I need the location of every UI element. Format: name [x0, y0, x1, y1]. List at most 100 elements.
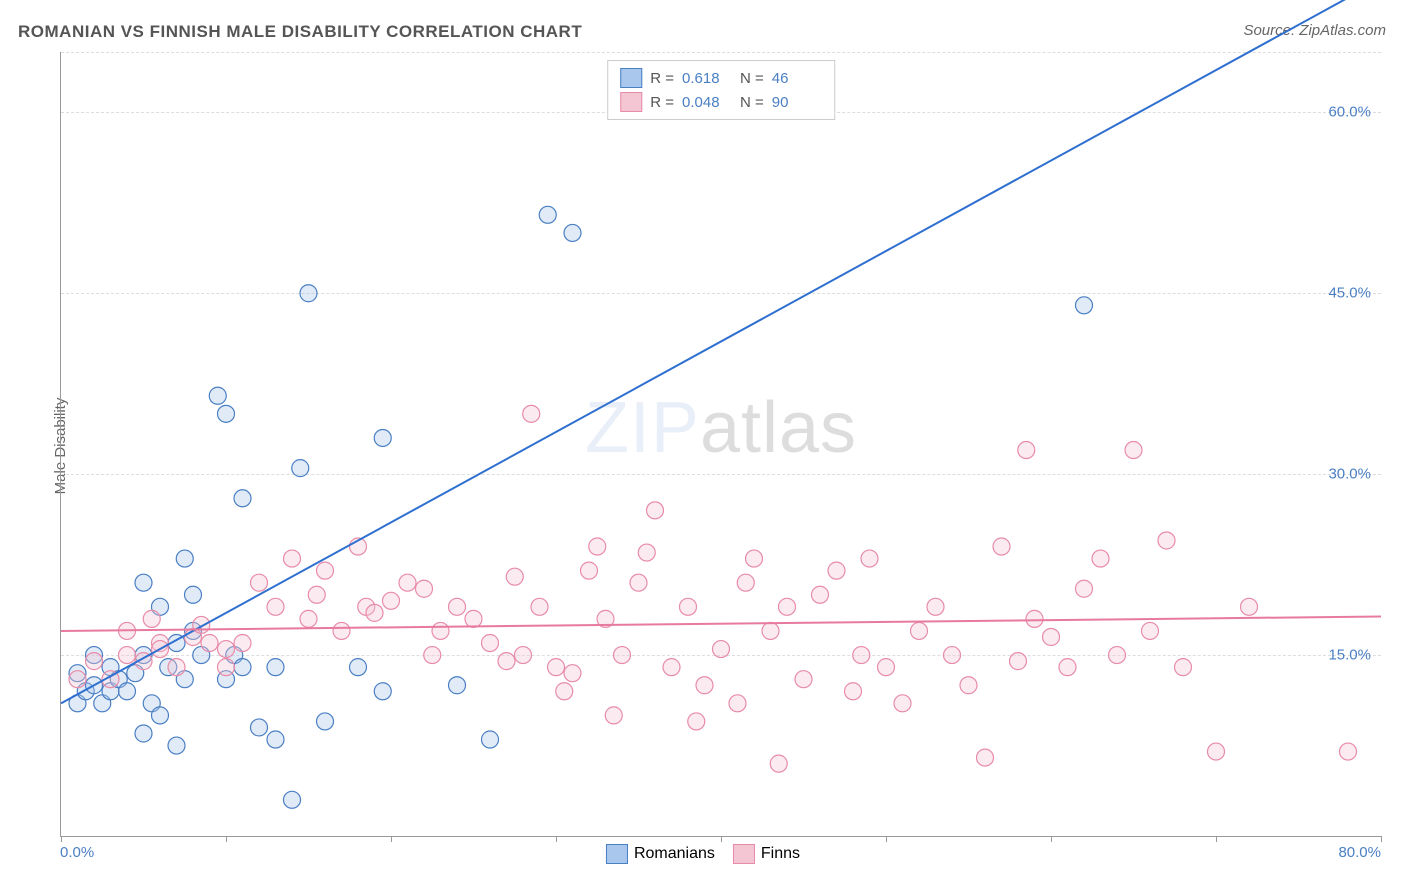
legend-n-label: N = [740, 70, 764, 87]
correlation-legend: R = 0.618 N = 46 R = 0.048 N = 90 [607, 60, 835, 120]
data-point [1076, 297, 1093, 314]
data-point [696, 677, 713, 694]
data-point [135, 574, 152, 591]
x-tick [391, 836, 392, 842]
data-point [300, 610, 317, 627]
data-point [977, 749, 994, 766]
data-point [234, 659, 251, 676]
data-point [465, 610, 482, 627]
data-point [589, 538, 606, 555]
data-point [284, 791, 301, 808]
data-point [746, 550, 763, 567]
data-point [1125, 442, 1142, 459]
chart-container: ROMANIAN VS FINNISH MALE DISABILITY CORR… [0, 0, 1406, 892]
x-tick [721, 836, 722, 842]
data-point [1208, 743, 1225, 760]
data-point [1241, 598, 1258, 615]
legend-n-label: N = [740, 94, 764, 111]
legend-label: Finns [761, 845, 800, 863]
data-point [251, 719, 268, 736]
data-point [193, 616, 210, 633]
chart-title: ROMANIAN VS FINNISH MALE DISABILITY CORR… [18, 22, 582, 42]
data-point [424, 647, 441, 664]
data-point [556, 683, 573, 700]
data-point [944, 647, 961, 664]
data-point [201, 635, 218, 652]
data-point [317, 713, 334, 730]
data-point [1026, 610, 1043, 627]
data-point [927, 598, 944, 615]
data-point [498, 653, 515, 670]
x-tick [886, 836, 887, 842]
data-point [1059, 659, 1076, 676]
legend-item: Romanians [606, 844, 715, 864]
data-point [614, 647, 631, 664]
data-point [762, 622, 779, 639]
data-point [581, 562, 598, 579]
x-tick [1051, 836, 1052, 842]
y-axis-tick-labels: 15.0%30.0%45.0%60.0% [1311, 52, 1371, 837]
x-tick [1381, 836, 1382, 842]
data-point [482, 731, 499, 748]
data-point [993, 538, 1010, 555]
legend-r-value: 0.618 [682, 70, 732, 87]
legend-r-value: 0.048 [682, 94, 732, 111]
data-point [564, 224, 581, 241]
data-point [1018, 442, 1035, 459]
data-point [267, 598, 284, 615]
y-tick-label: 45.0% [1328, 285, 1371, 302]
legend-swatch [733, 844, 755, 864]
source-attribution: Source: ZipAtlas.com [1243, 22, 1386, 39]
data-point [135, 725, 152, 742]
data-point [1043, 628, 1060, 645]
data-point [729, 695, 746, 712]
data-point [1142, 622, 1159, 639]
data-point [770, 755, 787, 772]
data-point [737, 574, 754, 591]
data-point [292, 460, 309, 477]
legend-r-label: R = [650, 70, 674, 87]
data-point [638, 544, 655, 561]
data-point [432, 622, 449, 639]
data-point [845, 683, 862, 700]
data-point [853, 647, 870, 664]
data-point [383, 592, 400, 609]
data-point [308, 586, 325, 603]
y-tick-label: 30.0% [1328, 466, 1371, 483]
data-point [1109, 647, 1126, 664]
legend-item: Finns [733, 844, 800, 864]
data-point [1010, 653, 1027, 670]
data-point [812, 586, 829, 603]
data-point [515, 647, 532, 664]
data-point [267, 659, 284, 676]
data-point [531, 598, 548, 615]
data-point [548, 659, 565, 676]
data-point [209, 387, 226, 404]
data-point [1158, 532, 1175, 549]
data-point [795, 671, 812, 688]
data-point [449, 677, 466, 694]
data-point [333, 622, 350, 639]
data-point [168, 659, 185, 676]
data-point [1092, 550, 1109, 567]
data-point [878, 659, 895, 676]
legend-row: R = 0.048 N = 90 [620, 90, 822, 114]
data-point [482, 635, 499, 652]
legend-swatch [620, 92, 642, 112]
data-point [680, 598, 697, 615]
legend-n-value: 46 [772, 70, 822, 87]
data-point [779, 598, 796, 615]
data-point [539, 206, 556, 223]
legend-r-label: R = [650, 94, 674, 111]
data-point [234, 635, 251, 652]
data-point [663, 659, 680, 676]
x-tick [1216, 836, 1217, 842]
data-point [523, 405, 540, 422]
y-tick-label: 60.0% [1328, 104, 1371, 121]
data-point [630, 574, 647, 591]
data-point [69, 671, 86, 688]
data-point [861, 550, 878, 567]
x-tick [226, 836, 227, 842]
data-point [284, 550, 301, 567]
legend-swatch [606, 844, 628, 864]
